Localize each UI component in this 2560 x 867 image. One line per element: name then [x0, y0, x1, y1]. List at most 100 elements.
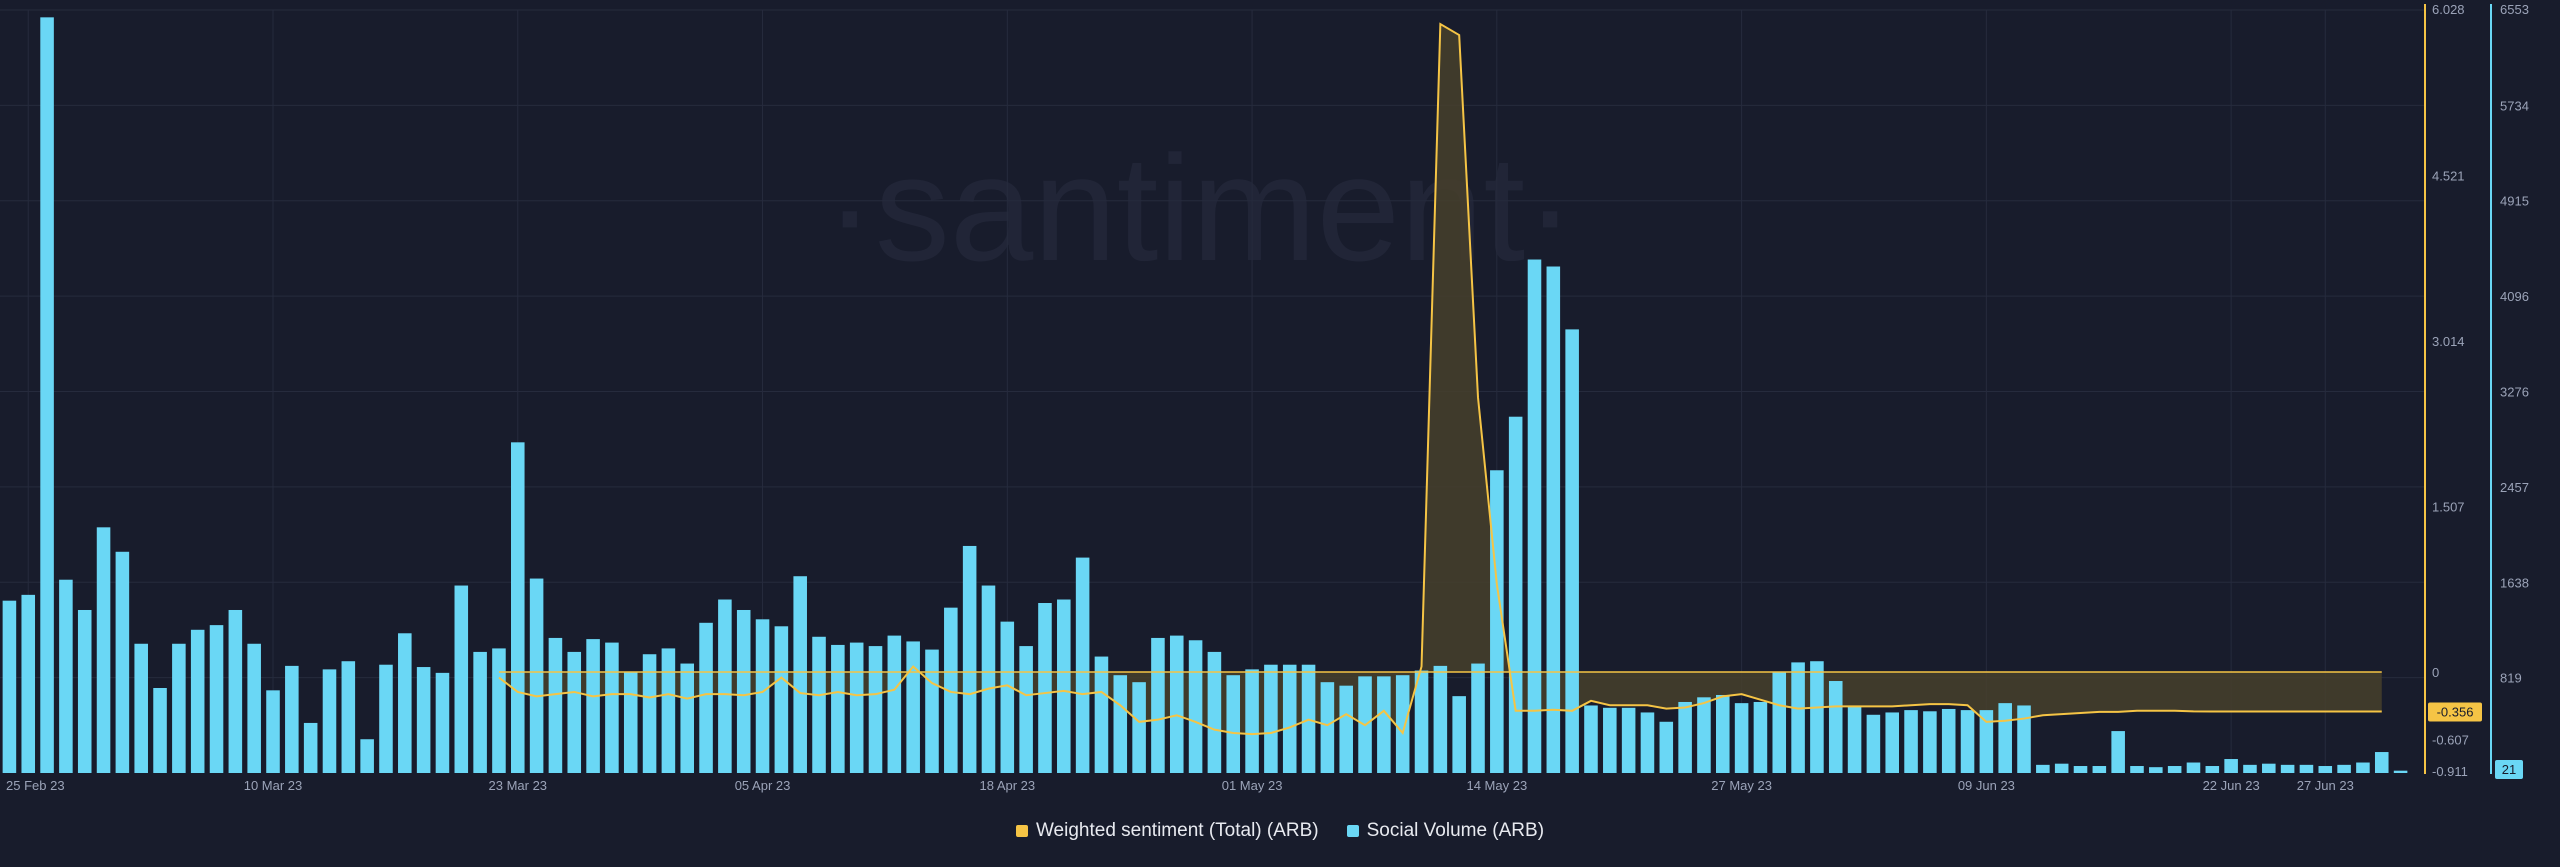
bar [605, 642, 619, 773]
bar [962, 545, 977, 773]
axes: 25 Feb 23 10 Mar 23 23 Mar 23 05 Apr 23 18 A… [6, 2, 2529, 793]
bar [2318, 766, 2333, 773]
bar [454, 585, 469, 773]
bar [209, 625, 224, 773]
bar [96, 527, 111, 773]
bar [1715, 694, 1730, 773]
bar [1885, 712, 1900, 773]
bar [623, 671, 638, 773]
bar [548, 637, 563, 773]
bar [1904, 710, 1918, 773]
bar [2111, 731, 2125, 773]
bar [1019, 646, 1033, 773]
bar [2036, 764, 2050, 773]
legend-label-sentiment: Weighted sentiment (Total) (ARB) [1035, 820, 1319, 841]
y-left-tick-label: 0 [2432, 665, 2439, 680]
x-tick-label: 05 Apr 23 [735, 778, 791, 793]
social-volume-swatch-icon [1346, 825, 1359, 837]
bar [473, 651, 487, 773]
bar [1772, 671, 1787, 773]
bar [812, 636, 826, 773]
bar [1810, 661, 1824, 773]
x-tick-label: 09 Jun 23 [1958, 778, 2015, 793]
bar [1471, 663, 1485, 773]
bar [1226, 675, 1241, 773]
legend-item-social-volume[interactable]: Social Volume (ARB) [1346, 820, 1545, 842]
bar [1038, 603, 1052, 773]
bar [190, 629, 205, 773]
sentiment-swatch-icon [1015, 825, 1028, 837]
bar [1395, 675, 1410, 773]
sentiment-line-group [498, 22, 2382, 736]
bar [1979, 710, 1994, 773]
bar [642, 654, 657, 773]
y-left-tick-label: 6.028 [2432, 2, 2465, 17]
x-tick-label: 27 Jun 23 [2297, 778, 2354, 793]
bar [1508, 416, 1523, 773]
bar [134, 643, 148, 773]
bar [529, 578, 544, 773]
bar [285, 665, 299, 773]
x-tick-label: 18 Apr 23 [979, 778, 1035, 793]
bar [2167, 766, 2182, 773]
y-right-tick-label: 6553 [2500, 2, 2529, 17]
bar [2092, 766, 2107, 773]
bar [1866, 714, 1881, 773]
y-right-tick-label: 4096 [2500, 289, 2529, 304]
x-tick-label: 01 May 23 [1222, 778, 1283, 793]
x-tick-label: 22 Jun 23 [2203, 778, 2260, 793]
bar [774, 626, 789, 773]
bar [2356, 762, 2370, 773]
bar [1640, 712, 1655, 773]
x-tick-label: 25 Feb 23 [6, 778, 65, 793]
bar [1414, 670, 1429, 773]
y-right-tick-label: 3276 [2500, 385, 2529, 400]
x-tick-label: 10 Mar 23 [244, 778, 303, 793]
bar [793, 576, 807, 773]
bar [1565, 329, 1579, 773]
x-tick-label: 27 May 23 [1711, 778, 1772, 793]
y-left-tick-label: -0.607 [2432, 732, 2469, 747]
bar [1339, 685, 1353, 773]
bar [2186, 762, 2201, 773]
legend-item-sentiment[interactable]: Weighted sentiment (Total) (ARB) [1015, 820, 1319, 842]
bar [2017, 705, 2031, 773]
bar [153, 688, 167, 773]
y-right-tick-label: 819 [2500, 671, 2522, 686]
bar [303, 722, 318, 773]
y-left-tick-label: 4.521 [2432, 169, 2465, 184]
bar [2393, 770, 2408, 773]
bar [2280, 764, 2295, 773]
legend-label-social-volume: Social Volume (ARB) [1366, 820, 1545, 841]
bar [416, 667, 431, 773]
bar [868, 646, 883, 773]
bar [906, 641, 920, 773]
legend: Weighted sentiment (Total) (ARB) Social … [0, 820, 2560, 842]
sentiment-value-badge-text: -0.356 [2437, 704, 2474, 719]
bar [1377, 676, 1391, 773]
bar [1847, 706, 1862, 773]
y-right-tick-label: 4915 [2500, 194, 2529, 209]
bar [1151, 637, 1165, 773]
bar [1282, 664, 1297, 773]
bar [77, 609, 92, 773]
bar [1998, 703, 2012, 773]
bar [1828, 681, 1843, 773]
bar [40, 17, 54, 773]
bar [981, 585, 996, 773]
bar [925, 649, 939, 773]
bar [1546, 266, 1561, 773]
bar [1113, 675, 1128, 773]
bar [435, 672, 450, 773]
bar [2224, 759, 2238, 773]
bar [586, 639, 600, 773]
bar [1621, 707, 1636, 773]
bar [1753, 701, 1768, 773]
bar [59, 579, 73, 773]
bar [360, 739, 374, 773]
bar [1188, 640, 1203, 773]
y-right-tick-label: 5734 [2500, 98, 2529, 113]
bar [21, 594, 36, 773]
bar [1452, 696, 1466, 773]
